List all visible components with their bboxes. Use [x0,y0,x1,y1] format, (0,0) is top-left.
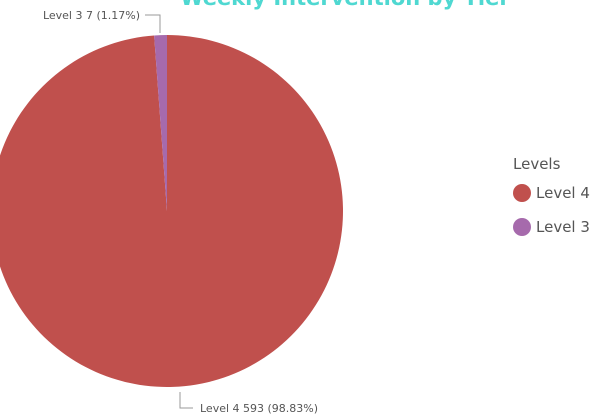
leader-lines [145,14,193,409]
legend-label-level-4: Level 4 [536,184,590,202]
data-label-level-4: Level 4 593 (98.83%) [200,402,318,415]
legend-items: Level 4 Level 3 [513,183,608,237]
pie-slice-level-3[interactable] [154,35,167,211]
legend-item-level-4[interactable]: Level 4 [513,183,608,203]
legend-item-level-3[interactable]: Level 3 [513,217,608,237]
chart-title: Weekly Intervention by Tier [150,0,540,10]
legend: Levels Level 4 Level 3 [513,155,608,251]
pie-slices [0,35,343,387]
leader-line-level-3 [145,14,161,33]
legend-label-level-3: Level 3 [536,218,590,236]
leader-line-level-4 [179,392,193,409]
legend-title: Levels [513,155,561,173]
data-label-level-3: Level 3 7 (1.17%) [43,9,140,22]
legend-swatch-level-4 [513,184,531,202]
legend-swatch-level-3 [513,218,531,236]
data-labels: Level 4 593 (98.83%) Level 3 7 (1.17%) [43,9,318,415]
pie-slice-level-4[interactable] [0,35,343,387]
